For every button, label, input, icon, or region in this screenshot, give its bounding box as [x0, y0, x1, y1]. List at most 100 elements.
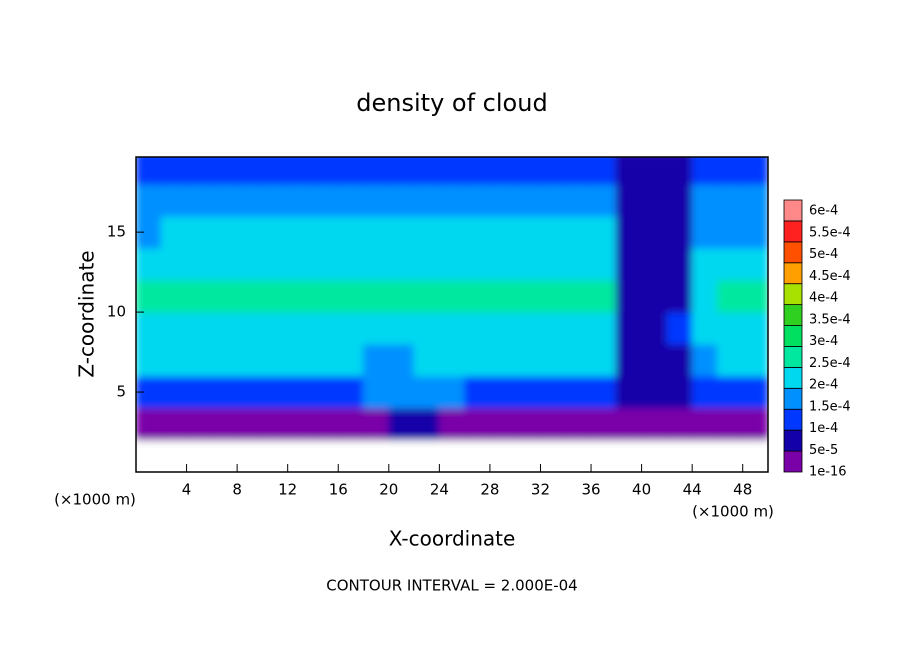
field-cell [742, 407, 768, 441]
field-cell [160, 279, 188, 313]
field-cell [615, 183, 643, 217]
field-cell [438, 157, 466, 185]
field-cell [312, 183, 339, 217]
field-cell [615, 375, 643, 409]
field-cell [186, 247, 213, 281]
field-cell [312, 343, 339, 377]
field-cell [742, 343, 768, 377]
field-cell [211, 279, 238, 313]
field-cell [438, 183, 466, 217]
field-cell [236, 343, 263, 377]
field-cell [261, 279, 289, 313]
field-cell [287, 407, 314, 441]
field-cell [388, 183, 415, 217]
colorbar-label: 4e-4 [809, 291, 838, 306]
field-cell [565, 439, 592, 472]
field-cell [742, 311, 768, 345]
field-cell [236, 215, 263, 249]
field-cell [287, 439, 314, 472]
field-cell [337, 439, 365, 472]
colorbar-box [783, 325, 803, 347]
colorbar-label: 5e-4 [809, 247, 838, 262]
field-cell [312, 407, 339, 441]
field-cell [641, 343, 668, 377]
field-cell [438, 343, 466, 377]
x-tick-label: 40 [632, 481, 651, 499]
field-cell [186, 407, 213, 441]
field-cell [590, 157, 617, 185]
colorbar-label: 6e-4 [809, 204, 838, 219]
field-cell [287, 157, 314, 185]
field-cell [641, 279, 668, 313]
field-cell [312, 439, 339, 472]
x-tick-label: 36 [581, 481, 600, 499]
field-cell [438, 279, 466, 313]
field-cell [590, 279, 617, 313]
field-cell [236, 439, 263, 472]
colorbar-label: 3.5e-4 [809, 312, 851, 327]
field-cell [742, 439, 768, 472]
field-cell [186, 279, 213, 313]
chart-title: density of cloud [356, 89, 547, 117]
field-cell [211, 215, 238, 249]
field-cell [691, 247, 718, 281]
field-cell [413, 279, 440, 313]
field-cell [565, 247, 592, 281]
field-cell [312, 215, 339, 249]
field-cell [388, 279, 415, 313]
field-cell [539, 343, 567, 377]
field-cell [236, 279, 263, 313]
field-cell [666, 439, 693, 472]
field-cell [742, 247, 768, 281]
field-cell [514, 157, 541, 185]
field-cell [666, 343, 693, 377]
x-tick-label: 32 [531, 481, 550, 499]
field-cell [691, 157, 718, 185]
field-cell [666, 407, 693, 441]
field-cell [211, 407, 238, 441]
field-cell [413, 247, 440, 281]
field-cell [186, 183, 213, 217]
plot-area [136, 157, 768, 472]
field-cell [691, 375, 718, 409]
field [136, 157, 768, 472]
field-cell [211, 247, 238, 281]
field-cell [312, 279, 339, 313]
field-cell [489, 407, 516, 441]
field-cell [565, 157, 592, 185]
field-cell [160, 183, 188, 217]
field-cell [438, 215, 466, 249]
field-cell [236, 157, 263, 185]
field-cell [590, 343, 617, 377]
colorbar-label: 4.5e-4 [809, 269, 851, 284]
field-cell [363, 311, 390, 345]
field-cell [211, 439, 238, 472]
field-cell [691, 407, 718, 441]
field-cell [388, 311, 415, 345]
field-cell [641, 215, 668, 249]
field-cell [413, 311, 440, 345]
field-cell [211, 183, 238, 217]
colorbar-box [783, 346, 803, 368]
colorbar-label: 2.5e-4 [809, 356, 851, 371]
field-cell [438, 407, 466, 441]
field-cell [464, 247, 491, 281]
field-cell [261, 439, 289, 472]
field-cell [388, 215, 415, 249]
field-cell [211, 157, 238, 185]
field-cell [641, 311, 668, 345]
field-cell [186, 311, 213, 345]
field-cell [363, 215, 390, 249]
field-cell [160, 439, 188, 472]
field-cell [691, 183, 718, 217]
x-tick-label: 16 [329, 481, 348, 499]
field-cell [615, 215, 643, 249]
x-tick-label: 44 [683, 481, 702, 499]
field-cell [641, 439, 668, 472]
field-cell [539, 157, 567, 185]
field-cell [413, 157, 440, 185]
field-cell [211, 343, 238, 377]
field-cell [287, 279, 314, 313]
field-cell [615, 343, 643, 377]
